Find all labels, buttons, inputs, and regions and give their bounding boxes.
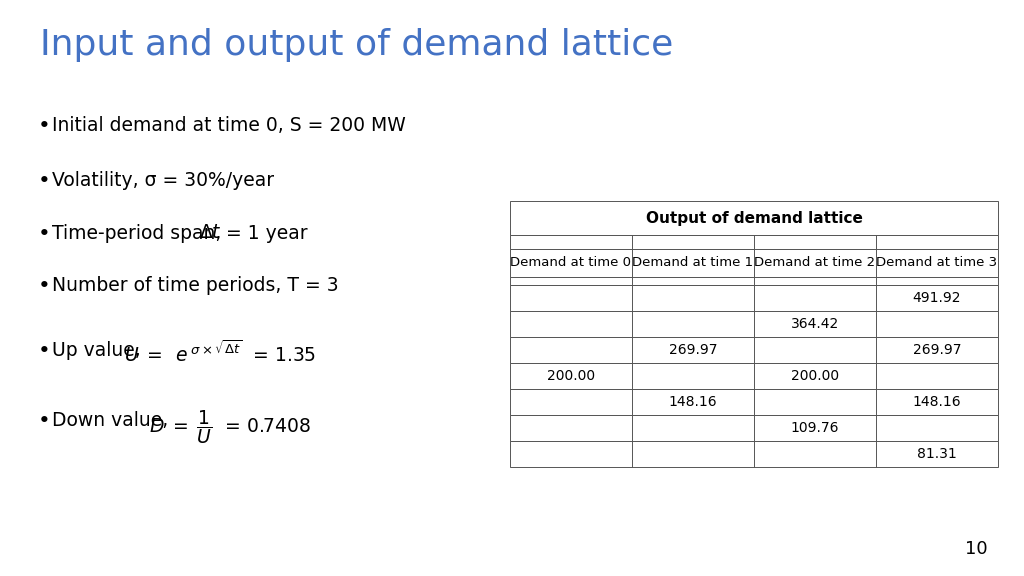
Text: Time-period span,: Time-period span,: [52, 224, 227, 243]
Bar: [510, 201, 998, 235]
Text: $\Delta t$: $\Delta t$: [199, 223, 222, 242]
Text: Down value,: Down value,: [52, 411, 174, 430]
Text: 109.76: 109.76: [791, 421, 840, 435]
Bar: [510, 389, 998, 415]
Text: •: •: [38, 171, 51, 191]
Text: 200.00: 200.00: [791, 369, 839, 383]
Text: •: •: [38, 224, 51, 244]
Text: $U\; =\;\; e^{\,\sigma \times \sqrt{\Delta t}}$  = 1.35: $U\; =\;\; e^{\,\sigma \times \sqrt{\Del…: [124, 340, 316, 366]
Text: 148.16: 148.16: [912, 395, 962, 409]
Text: Demand at time 0: Demand at time 0: [511, 256, 632, 270]
Bar: [510, 311, 998, 337]
Bar: [510, 235, 998, 249]
Text: Output of demand lattice: Output of demand lattice: [645, 210, 862, 225]
Text: 148.16: 148.16: [669, 395, 718, 409]
Bar: [510, 285, 998, 311]
Text: 491.92: 491.92: [912, 291, 962, 305]
Text: Initial demand at time 0, S = 200 MW: Initial demand at time 0, S = 200 MW: [52, 116, 406, 135]
Text: 364.42: 364.42: [791, 317, 839, 331]
Text: Up value,: Up value,: [52, 341, 146, 360]
Text: Volatility, σ = 30%/year: Volatility, σ = 30%/year: [52, 171, 274, 190]
Text: Number of time periods, T = 3: Number of time periods, T = 3: [52, 276, 339, 295]
Text: Demand at time 2: Demand at time 2: [755, 256, 876, 270]
Bar: [510, 249, 998, 277]
Text: Input and output of demand lattice: Input and output of demand lattice: [40, 28, 673, 62]
Text: 200.00: 200.00: [547, 369, 595, 383]
Text: •: •: [38, 341, 51, 361]
Text: 269.97: 269.97: [669, 343, 717, 357]
Text: •: •: [38, 276, 51, 296]
Text: Demand at time 3: Demand at time 3: [877, 256, 997, 270]
Bar: [510, 277, 998, 285]
Text: $D\; =\; \dfrac{1}{U}$  = 0.7408: $D\; =\; \dfrac{1}{U}$ = 0.7408: [150, 408, 311, 446]
Text: = 1 year: = 1 year: [220, 224, 307, 243]
Text: •: •: [38, 411, 51, 431]
Bar: [510, 337, 998, 363]
Text: •: •: [38, 116, 51, 136]
Bar: [510, 415, 998, 441]
Bar: [510, 441, 998, 467]
Text: 10: 10: [966, 540, 988, 558]
Text: Demand at time 1: Demand at time 1: [633, 256, 754, 270]
Text: 269.97: 269.97: [912, 343, 962, 357]
Text: 81.31: 81.31: [918, 447, 956, 461]
Bar: [510, 363, 998, 389]
